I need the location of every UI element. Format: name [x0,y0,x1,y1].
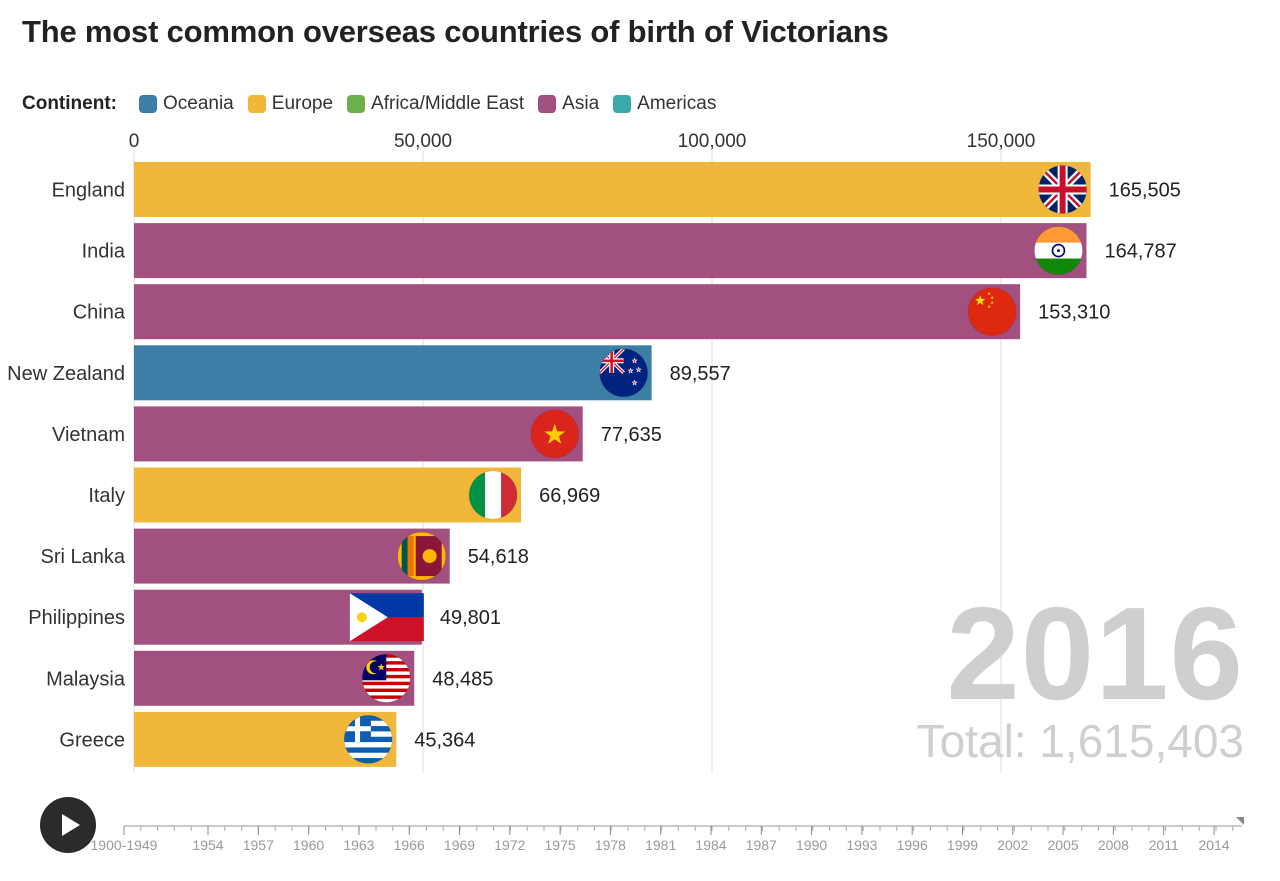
italy-flag-icon [468,470,518,520]
timeline-slider[interactable]: 1900-1949 1954 1957 1960 1963 1966 1969 1972 197… [0,810,1280,870]
timeline-handle[interactable] [1236,817,1244,825]
category-label: Malaysia [46,668,126,690]
timeline-label[interactable]: 1900-1949 [91,837,158,853]
bar-italy[interactable] [134,467,522,523]
category-label: England [52,180,125,202]
x-tick-label: 0 [129,131,140,152]
play-icon [62,814,80,836]
value-label: 49,801 [440,607,501,629]
england-flag-icon [1038,165,1088,214]
category-label: New Zealand [7,363,125,385]
value-label: 164,787 [1104,241,1176,263]
category-label: Greece [59,729,125,751]
timeline-label[interactable]: 1996 [897,837,928,853]
value-label: 66,969 [539,485,600,507]
legend-label-asia: Asia [562,93,600,114]
label-clip [0,150,18,773]
bar-india[interactable] [134,223,1087,279]
legend-swatch-europe [247,95,266,113]
legend-swatch-oceania [138,95,157,113]
timeline-label[interactable]: 1963 [343,837,374,853]
category-label: Philippines [28,607,125,629]
vietnam-flag-icon [530,409,580,459]
legend-swatch-asia [538,95,557,113]
timeline-label[interactable]: 1993 [846,837,877,853]
timeline-label[interactable]: 1990 [796,837,827,853]
new-zealand-flag-icon [599,348,649,398]
sri-lanka-flag-icon [397,531,447,581]
legend-label-americas: Americas [637,93,717,114]
timeline-label[interactable]: 1984 [695,837,726,853]
bar-england[interactable] [134,162,1091,217]
timeline-label[interactable]: 1981 [645,837,676,853]
bar-vietnam[interactable] [134,406,583,462]
value-label: 153,310 [1038,302,1110,324]
value-label: 77,635 [601,424,662,446]
legend: Continent: Oceania Europe Africa/Middle … [22,90,730,118]
legend-label-africa-middle-east: Africa/Middle East [371,93,525,114]
value-label: 165,505 [1109,180,1181,202]
philippines-flag-icon [349,593,424,642]
bar-chart: 0 50,000 100,000 150,000 England 165,505 India… [0,131,1181,773]
legend-item-oceania[interactable]: Oceania [138,93,234,115]
timeline-label[interactable]: 2008 [1098,837,1129,853]
x-tick-label: 100,000 [678,131,747,152]
china-flag-icon [967,287,1017,337]
value-label: 45,364 [414,729,475,751]
timeline-label[interactable]: 2014 [1198,837,1229,853]
timeline-label[interactable]: 1987 [746,837,777,853]
timeline-label[interactable]: 2005 [1048,837,1079,853]
timeline-label[interactable]: 1969 [444,837,475,853]
category-label: Italy [88,485,125,507]
timeline-label[interactable]: 1966 [394,837,425,853]
legend-item-asia[interactable]: Asia [538,93,599,115]
legend-swatch-africa-middle-east [347,95,366,113]
bar-sri-lanka[interactable] [134,528,450,584]
timeline-label[interactable]: 2011 [1149,837,1179,853]
timeline-label[interactable]: 1999 [947,837,978,853]
category-label: China [73,302,126,324]
timeline-label[interactable]: 1978 [595,837,626,853]
malaysia-flag-icon [361,653,411,703]
category-label: India [82,241,126,263]
x-tick-label: 150,000 [967,131,1036,152]
timeline-label[interactable]: 1960 [293,837,324,853]
legend-swatch-americas [613,95,632,113]
legend-item-americas[interactable]: Americas [613,93,716,115]
legend-item-africa-middle-east[interactable]: Africa/Middle East [347,93,524,115]
timeline-label[interactable]: 1972 [494,837,525,853]
timeline-label[interactable]: 1975 [545,837,576,853]
bar-china[interactable] [134,284,1021,340]
category-label: Sri Lanka [41,546,126,568]
timeline-label[interactable]: 2002 [997,837,1028,853]
category-label: Vietnam [52,424,125,446]
legend-title: Continent: [22,93,117,114]
chart-title: The most common overseas countries of bi… [22,14,889,49]
greece-flag-icon [343,714,393,764]
total-label: Total: 1,615,403 [916,715,1244,767]
value-label: 48,485 [432,668,493,690]
legend-item-europe[interactable]: Europe [247,93,334,115]
legend-label-oceania: Oceania [162,93,234,114]
year-label: 2016 [946,580,1244,727]
value-label: 54,618 [468,546,529,568]
play-button[interactable] [40,797,96,853]
legend-label-europe: Europe [271,93,334,114]
timeline-label[interactable]: 1957 [243,837,274,853]
x-tick-label: 50,000 [394,131,452,152]
bar-new-zealand[interactable] [134,345,652,401]
timeline-label[interactable]: 1954 [192,837,223,853]
india-flag-icon [1033,226,1083,276]
value-label: 89,557 [670,363,731,385]
